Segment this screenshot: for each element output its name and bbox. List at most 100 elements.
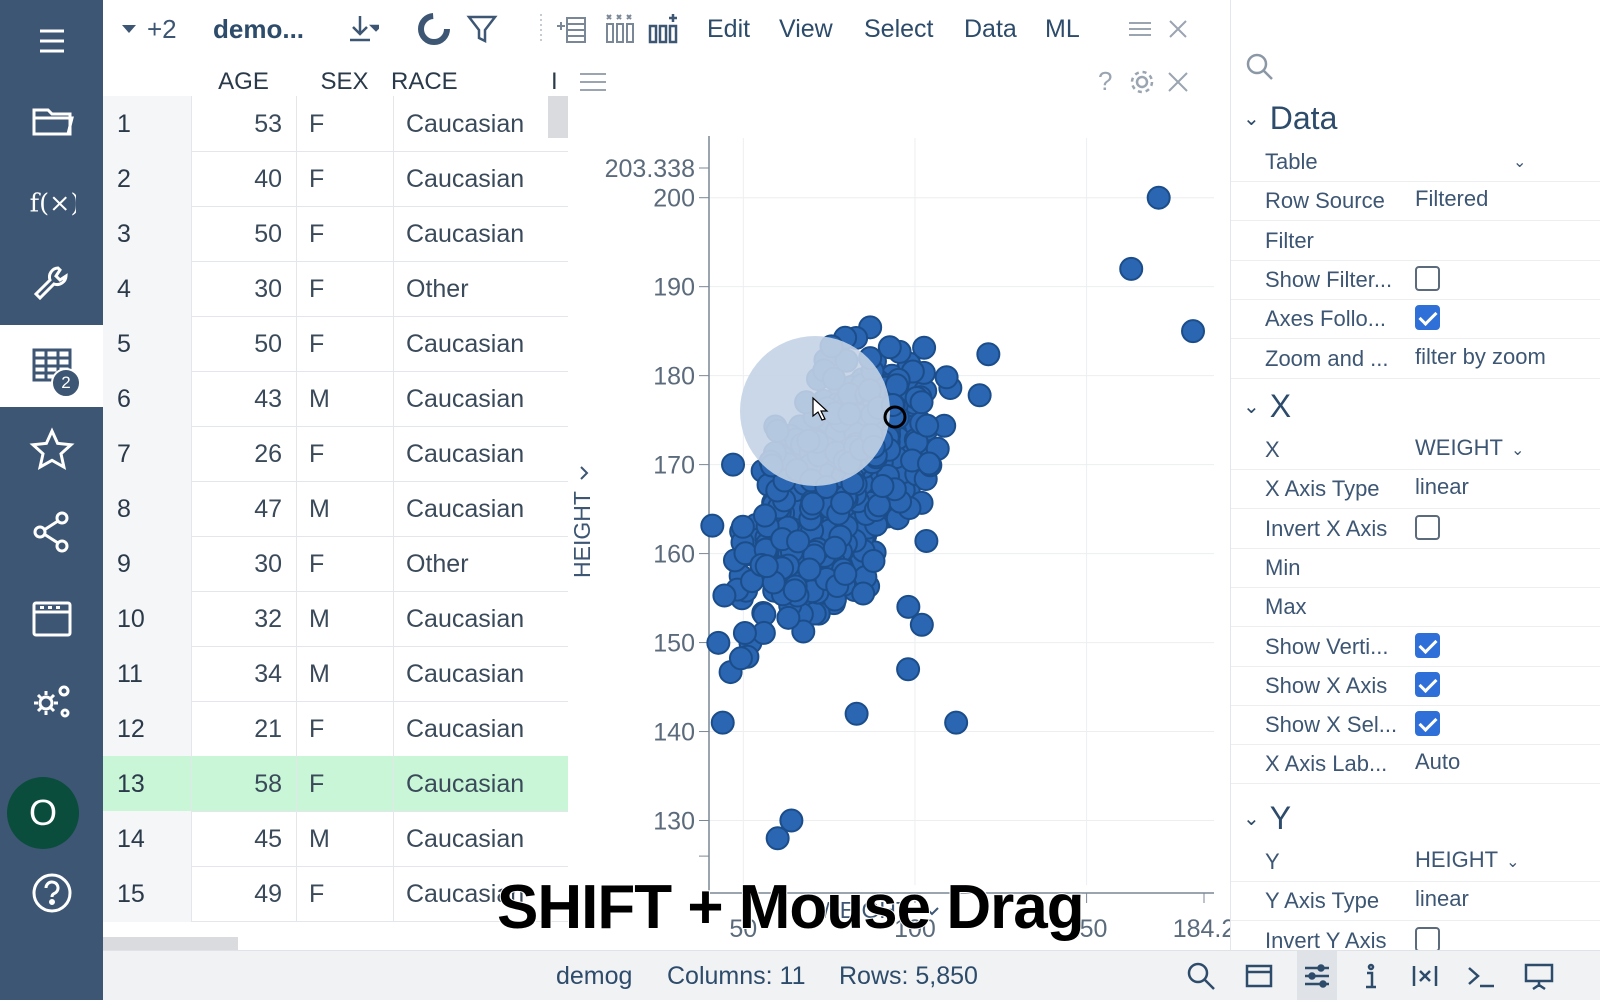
browser-window-icon[interactable] — [0, 578, 103, 660]
column-header-partial[interactable]: I — [551, 68, 558, 95]
age-cell[interactable]: 30 — [191, 261, 296, 317]
column-header-race[interactable]: RACE — [391, 68, 458, 95]
row-index-cell[interactable]: 12 — [103, 701, 191, 757]
age-cell[interactable]: 45 — [191, 811, 296, 867]
table-row[interactable]: 2 40 F Caucasian — [103, 151, 568, 207]
data-point[interactable] — [754, 554, 779, 579]
race-cell[interactable]: Caucasian — [393, 701, 553, 757]
row-index-cell[interactable]: 6 — [103, 371, 191, 427]
menu-data[interactable]: Data — [964, 14, 1017, 43]
data-point[interactable] — [976, 342, 1001, 367]
tables-icon[interactable]: 2 — [0, 325, 103, 407]
row-index-cell[interactable]: 14 — [103, 811, 191, 867]
data-point[interactable] — [728, 646, 753, 671]
table-row[interactable]: 9 30 F Other — [103, 536, 568, 592]
property-checkbox[interactable] — [1415, 265, 1440, 291]
row-index-cell[interactable]: 4 — [103, 261, 191, 317]
section-chevron-icon[interactable]: ⌄ — [1243, 108, 1260, 130]
data-point[interactable] — [782, 578, 807, 603]
status-table-name[interactable]: demog — [556, 962, 633, 990]
plot-help-icon[interactable]: ? — [1098, 66, 1113, 96]
sex-cell[interactable]: M — [296, 481, 393, 537]
column-header-age[interactable]: AGE — [218, 68, 269, 95]
user-avatar[interactable]: O — [7, 777, 79, 849]
section-data[interactable]: ⌄ Data — [1243, 100, 1337, 137]
data-point[interactable] — [830, 490, 855, 515]
sex-cell[interactable]: M — [296, 591, 393, 647]
data-point[interactable] — [934, 365, 959, 390]
age-cell[interactable]: 32 — [191, 591, 296, 647]
property-checkbox[interactable] — [1415, 305, 1440, 331]
plot-close-icon[interactable] — [1164, 68, 1192, 96]
data-point[interactable] — [776, 605, 801, 630]
race-cell[interactable]: Caucasian — [393, 426, 553, 482]
plot-hamburger-icon[interactable] — [578, 70, 608, 94]
race-cell[interactable]: Other — [393, 261, 553, 317]
property-value[interactable]: Auto — [1415, 744, 1460, 780]
property-checkbox[interactable] — [1415, 514, 1440, 540]
menu-edit[interactable]: Edit — [707, 14, 751, 43]
window-close-icon[interactable] — [1161, 0, 1195, 58]
table-row[interactable]: 13 58 F Caucasian — [103, 756, 568, 812]
data-point[interactable] — [765, 826, 790, 851]
views-extra-count[interactable]: +2 — [147, 13, 177, 44]
table-row[interactable]: 6 43 M Caucasian — [103, 371, 568, 427]
table-row[interactable]: 7 26 F Caucasian — [103, 426, 568, 482]
functions-icon[interactable]: f(×) — [0, 161, 103, 243]
data-point[interactable] — [912, 335, 937, 360]
share-icon[interactable] — [0, 491, 103, 573]
sex-cell[interactable]: F — [296, 96, 393, 152]
row-index-cell[interactable]: 10 — [103, 591, 191, 647]
status-properties-sliders-icon[interactable] — [1297, 951, 1337, 1000]
age-cell[interactable]: 26 — [191, 426, 296, 482]
settings-gears-icon[interactable] — [0, 660, 103, 742]
data-point[interactable] — [791, 619, 816, 644]
remove-columns-icon[interactable] — [603, 0, 637, 58]
age-cell[interactable]: 58 — [191, 756, 296, 812]
wrench-icon[interactable] — [0, 243, 103, 325]
chevron-down-icon[interactable]: ⌄ — [1511, 442, 1525, 459]
race-cell[interactable]: Caucasian — [393, 811, 553, 867]
data-point[interactable] — [844, 701, 869, 726]
property-value[interactable]: filter by zoom — [1415, 339, 1546, 375]
race-cell[interactable]: Caucasian — [393, 316, 553, 372]
help-icon[interactable] — [0, 852, 103, 934]
data-point[interactable] — [786, 529, 811, 554]
property-value[interactable]: linear — [1415, 881, 1469, 917]
row-index-cell[interactable]: 7 — [103, 426, 191, 482]
data-point[interactable] — [914, 528, 939, 553]
menu-select[interactable]: Select — [864, 14, 934, 43]
sex-cell[interactable]: F — [296, 316, 393, 372]
status-search-icon[interactable] — [1185, 960, 1217, 992]
filter-icon[interactable] — [465, 0, 499, 58]
property-search-icon[interactable] — [1245, 52, 1275, 82]
race-cell[interactable]: Caucasian — [393, 481, 553, 537]
age-cell[interactable]: 30 — [191, 536, 296, 592]
race-cell[interactable]: Caucasian — [393, 591, 553, 647]
scatter-points[interactable] — [700, 185, 1206, 851]
data-point[interactable] — [877, 335, 902, 360]
row-index-cell[interactable]: 3 — [103, 206, 191, 262]
menu-view[interactable]: View — [779, 14, 833, 43]
data-point[interactable] — [706, 630, 731, 655]
row-index-cell[interactable]: 15 — [103, 866, 191, 922]
row-index-cell[interactable]: 9 — [103, 536, 191, 592]
row-index-cell[interactable]: 1 — [103, 96, 191, 152]
refresh-icon[interactable] — [417, 0, 451, 58]
property-checkbox[interactable] — [1415, 926, 1440, 952]
race-cell[interactable]: Caucasian — [393, 371, 553, 427]
age-cell[interactable]: 47 — [191, 481, 296, 537]
table-row[interactable]: 14 45 M Caucasian — [103, 811, 568, 867]
age-cell[interactable]: 50 — [191, 316, 296, 372]
table-row[interactable]: 4 30 F Other — [103, 261, 568, 317]
row-index-cell[interactable]: 11 — [103, 646, 191, 702]
data-point[interactable] — [822, 535, 847, 560]
section-x[interactable]: ⌄ X — [1243, 388, 1291, 425]
race-cell[interactable]: Caucasian — [393, 151, 553, 207]
table-row[interactable]: 12 21 F Caucasian — [103, 701, 568, 757]
sex-cell[interactable]: F — [296, 701, 393, 757]
table-row[interactable]: 8 47 M Caucasian — [103, 481, 568, 537]
data-point[interactable] — [732, 621, 757, 646]
download-icon[interactable] — [345, 0, 379, 58]
